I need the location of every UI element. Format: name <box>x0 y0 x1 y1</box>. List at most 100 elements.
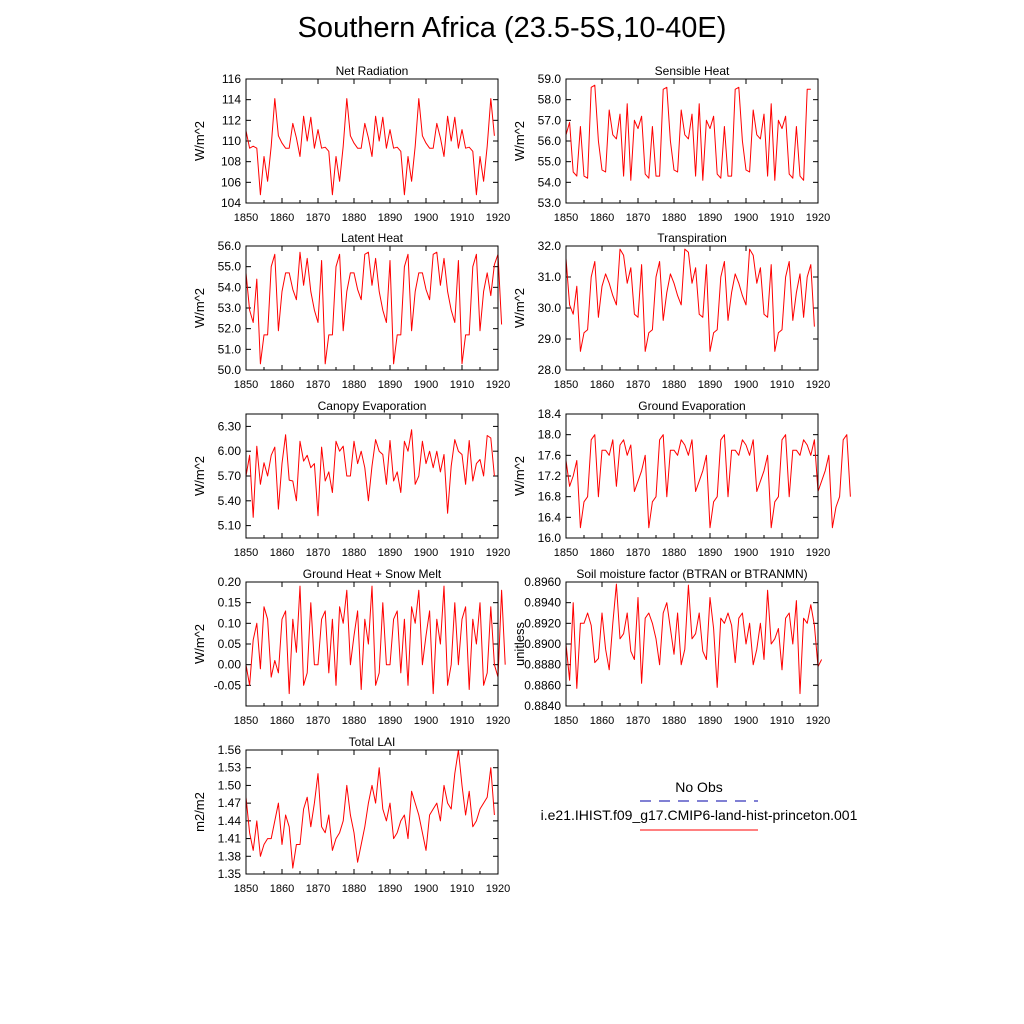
x-tick-label: 1850 <box>234 212 258 224</box>
x-tick-label: 1910 <box>770 547 794 559</box>
x-tick-label: 1850 <box>554 379 578 391</box>
x-tick-label: 1870 <box>306 379 330 391</box>
y-tick-label: 50.0 <box>218 363 242 377</box>
y-axis-label: m2/m2 <box>192 792 207 832</box>
x-tick-label: 1880 <box>342 212 366 224</box>
y-tick-label: 0.05 <box>218 637 242 651</box>
x-tick-label: 1920 <box>486 547 510 559</box>
y-tick-label: 18.4 <box>538 407 562 421</box>
x-tick-label: 1920 <box>806 212 830 224</box>
x-tick-label: 1890 <box>378 883 402 895</box>
x-tick-label: 1890 <box>378 547 402 559</box>
y-tick-label: 110 <box>222 134 241 148</box>
y-tick-label: 55.0 <box>218 260 242 274</box>
x-tick-label: 1860 <box>270 883 294 895</box>
y-tick-label: 0.15 <box>218 596 242 610</box>
x-tick-label: 1920 <box>806 379 830 391</box>
x-tick-label: 1900 <box>414 547 438 559</box>
x-tick-label: 1860 <box>590 379 614 391</box>
y-tick-label: 1.38 <box>218 849 242 863</box>
panel-5: Canopy Evaporation W/m^2 1850 1860 1870 1880 1… <box>192 399 510 559</box>
series-line-1 <box>565 434 851 529</box>
panel-title: Soil moisture factor (BTRAN or BTRANMN) <box>576 567 807 581</box>
panel-title: Transpiration <box>657 231 727 245</box>
panel-3: Latent Heat W/m^2 1850 1860 1870 1880 1890 1900… <box>192 231 510 391</box>
x-tick-label: 1890 <box>378 212 402 224</box>
y-tick-label: 1.35 <box>218 867 242 881</box>
panel-2: Sensible Heat W/m^2 1850 1860 1870 1880 1890 19… <box>512 64 830 224</box>
series-line-1 <box>245 429 495 518</box>
x-tick-label: 1910 <box>770 212 794 224</box>
panel-8: Soil moisture factor (BTRAN or BTRANMN) u… <box>512 567 830 727</box>
plot-frame <box>245 413 499 539</box>
y-axis-label: W/m^2 <box>192 624 207 664</box>
x-tick-label: 1860 <box>590 212 614 224</box>
y-tick-label: 0.8900 <box>524 637 561 651</box>
plot-frame <box>565 78 819 204</box>
x-tick-label: 1860 <box>270 212 294 224</box>
y-tick-label: 5.10 <box>218 519 242 533</box>
x-tick-label: 1890 <box>378 715 402 727</box>
x-tick-label: 1890 <box>698 379 722 391</box>
x-tick-label: 1890 <box>698 212 722 224</box>
plot-frame <box>565 413 819 539</box>
x-tick-label: 1870 <box>306 715 330 727</box>
y-tick-label: 116 <box>222 72 241 86</box>
y-tick-label: 53.0 <box>218 301 242 315</box>
figure-title: Southern Africa (23.5-5S,10-40E) <box>297 12 727 44</box>
y-axis-label: W/m^2 <box>192 121 207 161</box>
y-tick-label: 1.44 <box>218 814 242 828</box>
y-tick-label: 58.0 <box>538 93 562 107</box>
x-tick-label: 1920 <box>486 379 510 391</box>
x-tick-label: 1920 <box>486 715 510 727</box>
y-tick-label: 1.56 <box>218 743 242 757</box>
y-axis-label: W/m^2 <box>192 288 207 328</box>
x-tick-label: 1860 <box>270 547 294 559</box>
x-tick-label: 1910 <box>450 883 474 895</box>
plot-frame <box>245 78 499 204</box>
y-tick-label: 28.0 <box>538 363 562 377</box>
y-tick-label: 56.0 <box>538 134 562 148</box>
y-tick-label: 17.6 <box>538 448 562 462</box>
x-tick-label: 1870 <box>626 547 650 559</box>
y-tick-label: 0.8940 <box>524 596 561 610</box>
x-tick-label: 1900 <box>414 883 438 895</box>
y-tick-label: 54.0 <box>218 280 242 294</box>
y-tick-label: 108 <box>221 155 241 169</box>
y-tick-label: 54.0 <box>538 175 562 189</box>
legend: No Obs i.e21.IHIST.f09_g17.CMIP6-land-hi… <box>541 779 858 831</box>
y-tick-label: 5.40 <box>218 494 242 508</box>
y-tick-label: 17.2 <box>538 469 562 483</box>
series-line-1 <box>565 583 823 695</box>
panel-4: Transpiration W/m^2 1850 1860 1870 1880 1890 19… <box>512 231 830 391</box>
panel-7: Ground Heat + Snow Melt W/m^2 1850 1860 1870… <box>192 567 510 727</box>
x-tick-label: 1880 <box>662 547 686 559</box>
x-tick-label: 1900 <box>734 715 758 727</box>
series-line-1 <box>245 749 495 869</box>
x-tick-label: 1910 <box>450 212 474 224</box>
plot-frame <box>565 581 819 707</box>
x-tick-label: 1910 <box>450 379 474 391</box>
panel-title: Sensible Heat <box>655 64 730 78</box>
x-tick-label: 1860 <box>590 547 614 559</box>
y-tick-label: 1.50 <box>218 778 242 792</box>
y-tick-label: 16.4 <box>538 510 562 524</box>
x-tick-label: 1880 <box>662 715 686 727</box>
x-tick-label: 1870 <box>626 715 650 727</box>
y-axis-label: W/m^2 <box>192 456 207 496</box>
x-tick-label: 1850 <box>554 547 578 559</box>
x-tick-label: 1880 <box>662 212 686 224</box>
series-line-1 <box>245 585 506 695</box>
panel-6: Ground Evaporation W/m^2 1850 1860 1870 1880 1… <box>512 399 851 559</box>
series-line-1 <box>245 251 503 365</box>
panel-title: Latent Heat <box>341 231 404 245</box>
x-tick-label: 1900 <box>734 379 758 391</box>
y-tick-label: 104 <box>221 196 241 210</box>
x-tick-label: 1900 <box>414 379 438 391</box>
y-tick-label: 6.30 <box>218 419 242 433</box>
series-line-1 <box>565 84 811 181</box>
panel-1: Net Radiation W/m^2 1850 1860 1870 1880 1890 19… <box>192 64 510 224</box>
x-tick-label: 1870 <box>306 212 330 224</box>
panel-9: Total LAI m2/m2 1850 1860 1870 1880 1890 1900 19… <box>192 735 510 895</box>
